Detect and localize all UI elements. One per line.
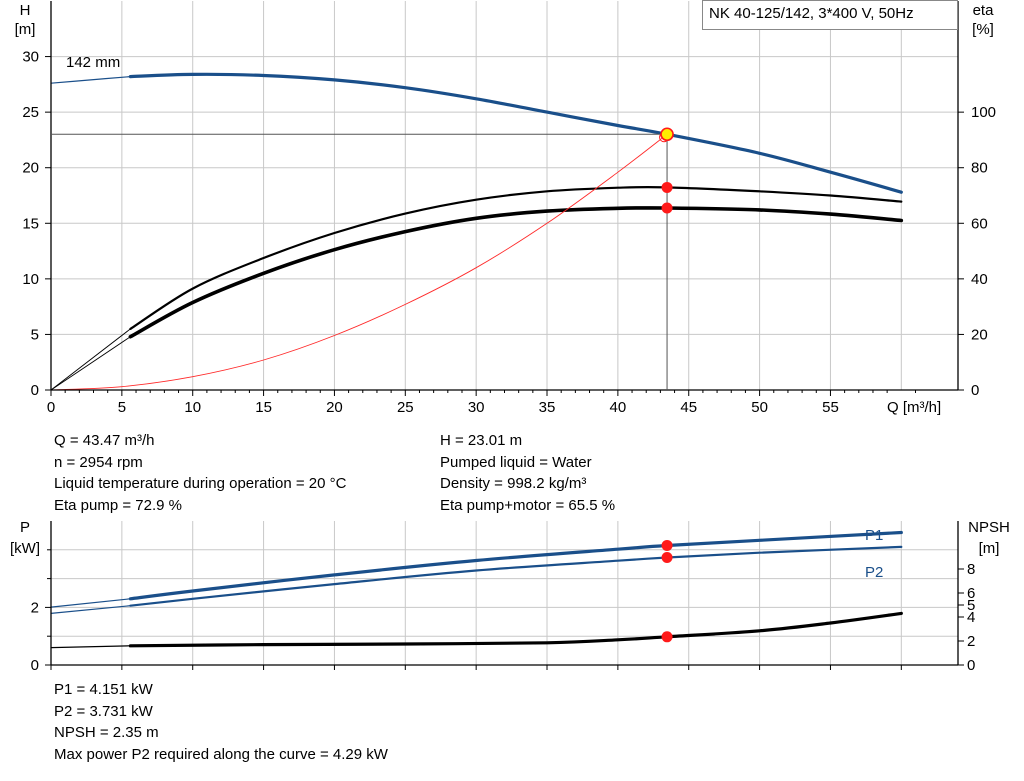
head-chart-grid (51, 1, 958, 390)
npsh-y-tick-label: 6 (967, 585, 975, 602)
power-chart-series (50, 530, 903, 649)
series-P2_ext (50, 605, 131, 614)
duty-readouts-left: Q = 43.47 m³/h n = 2954 rpm Liquid tempe… (54, 430, 346, 516)
duty-point-markers (51, 127, 674, 643)
head-y-tick-label: 10 (22, 271, 39, 288)
npsh-axis-title: NPSH (968, 519, 1010, 536)
x-tick-label: 40 (610, 399, 627, 416)
power-axis-unit: [kW] (10, 540, 40, 557)
readout-npsh: NPSH = 2.35 m (54, 724, 159, 741)
readout-max-power: Max power P2 required along the curve = … (54, 745, 388, 763)
x-tick-label: 15 (255, 399, 272, 416)
npsh-axis-unit: [m] (979, 540, 1000, 557)
x-tick-label: 35 (539, 399, 556, 416)
duty-readouts-right: H = 23.01 m Pumped liquid = Water Densit… (440, 430, 615, 516)
series-eta_pump_motor_ext (50, 336, 131, 391)
head-y-tick-label: 5 (31, 326, 39, 343)
x-tick-label: 5 (118, 399, 126, 416)
readout-liquid-temperature: Liquid temperature during operation = 20… (54, 475, 347, 492)
x-tick-label: 20 (326, 399, 343, 416)
series-system (50, 133, 668, 391)
head-chart-series (50, 72, 904, 391)
readout-p2: P2 = 3.731 kW (54, 702, 153, 720)
series-P2 (129, 545, 903, 607)
series-H_ext (50, 76, 131, 84)
eta-axis-unit: [%] (972, 21, 994, 38)
npsh-y-tick-label: 8 (967, 561, 975, 578)
npsh-marker (661, 631, 673, 643)
npsh-y-tick-label: 2 (967, 633, 975, 650)
x-tick-label: 0 (47, 399, 55, 416)
chart-title: NK 40-125/142, 3*400 V, 50Hz (709, 5, 914, 22)
head-y-tick-label: 30 (22, 49, 39, 66)
power-chart-grid (51, 521, 958, 665)
readout-pumped-liquid: Pumped liquid = Water (440, 453, 592, 471)
flow-axis-title: Q [m³/h] (887, 399, 941, 416)
series-P1 (128, 530, 903, 601)
x-tick-label: 50 (751, 399, 768, 416)
power-y-tick-label: 0 (31, 657, 39, 674)
series-label-p1: P1 (865, 527, 883, 544)
eta-y-tick-label: 40 (971, 271, 988, 288)
p2-marker (661, 552, 673, 564)
series-P1_ext (50, 598, 131, 608)
readout-p1: P1 = 4.151 kW (54, 681, 153, 698)
eta-y-tick-label: 60 (971, 215, 988, 232)
series-NPSH (128, 611, 903, 648)
x-tick-label: 55 (822, 399, 839, 416)
npsh-y-tick-label: 0 (967, 657, 975, 674)
series-eta_pump_motor (128, 206, 904, 339)
x-tick-label: 30 (468, 399, 485, 416)
readout-flow: Q = 43.47 m³/h (54, 432, 155, 449)
readout-eta-pump: Eta pump = 72.9 % (54, 496, 182, 514)
series-NPSH_ext (50, 645, 131, 649)
readout-speed: n = 2954 rpm (54, 453, 143, 471)
series-eta_pump (129, 185, 903, 330)
npsh-y-tick-label: 5 (967, 597, 975, 614)
series-eta_pump_ext (50, 328, 131, 391)
chart-title-box: NK 40-125/142, 3*400 V, 50Hz (702, 0, 958, 30)
head-y-tick-label: 20 (22, 160, 39, 177)
eta-y-tick-label: 20 (971, 326, 988, 343)
head-chart-axes: 0 5 10 15 20 25 30 35 40 45 50 55 0 5 10 15 20 25 30 0 20 40 6… (22, 1, 996, 416)
duty-point-marker (660, 127, 674, 142)
power-y-tick-label: 2 (31, 599, 39, 616)
head-y-tick-label: 0 (31, 382, 39, 399)
readout-density: Density = 998.2 kg/m³ (440, 475, 587, 492)
eta-y-tick-label: 80 (971, 160, 988, 177)
eta-axis-title: eta (973, 2, 995, 19)
x-tick-label: 25 (397, 399, 414, 416)
eta-y-tick-label: 100 (971, 104, 996, 121)
impeller-diameter-annotation: 142 mm (66, 54, 120, 71)
power-chart-axes: 0 2 0 2 456 8 (31, 521, 975, 674)
power-axis-title: P (20, 519, 30, 536)
head-axis-title: H (20, 2, 31, 19)
eta-pump-motor-marker (661, 202, 673, 214)
readout-head: H = 23.01 m (440, 432, 523, 449)
eta-pump-marker (661, 181, 673, 193)
x-tick-label: 45 (680, 399, 697, 416)
eta-y-tick-label: 0 (971, 382, 979, 399)
p1-marker (661, 539, 673, 551)
power-readouts: P1 = 4.151 kW P2 = 3.731 kW NPSH = 2.35 … (54, 679, 388, 765)
npsh-y-tick-label: 4 (967, 609, 975, 626)
series-label-p2: P2 (865, 564, 883, 581)
x-tick-label: 10 (184, 399, 201, 416)
readout-eta-pump-motor: Eta pump+motor = 65.5 % (440, 496, 616, 514)
series-H (128, 72, 903, 194)
head-y-tick-label: 25 (22, 104, 39, 121)
head-y-tick-label: 15 (22, 215, 39, 232)
head-axis-unit: [m] (15, 21, 36, 38)
